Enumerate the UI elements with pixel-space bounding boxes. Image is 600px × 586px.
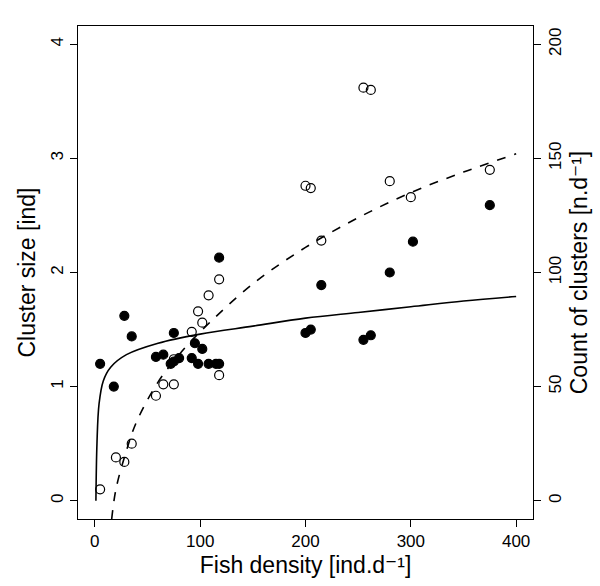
svg-text:100: 100 <box>186 532 214 551</box>
svg-text:4: 4 <box>48 37 67 46</box>
svg-text:200: 200 <box>546 28 565 56</box>
svg-text:2: 2 <box>48 265 67 274</box>
svg-text:1: 1 <box>48 379 67 388</box>
svg-text:3: 3 <box>48 151 67 160</box>
svg-text:200: 200 <box>291 532 319 551</box>
svg-text:50: 50 <box>546 375 565 394</box>
svg-text:Count of clusters [n.d⁻¹]: Count of clusters [n.d⁻¹] <box>566 151 592 395</box>
svg-text:0: 0 <box>48 493 67 502</box>
svg-text:Cluster size [ind]: Cluster size [ind] <box>14 187 40 357</box>
svg-text:0: 0 <box>90 532 99 551</box>
svg-text:Fish density [ind.d⁻¹]: Fish density [ind.d⁻¹] <box>200 552 412 578</box>
svg-text:150: 150 <box>546 142 565 170</box>
svg-text:0: 0 <box>546 493 565 502</box>
svg-text:400: 400 <box>502 532 530 551</box>
svg-text:100: 100 <box>546 256 565 284</box>
svg-text:300: 300 <box>397 532 425 551</box>
